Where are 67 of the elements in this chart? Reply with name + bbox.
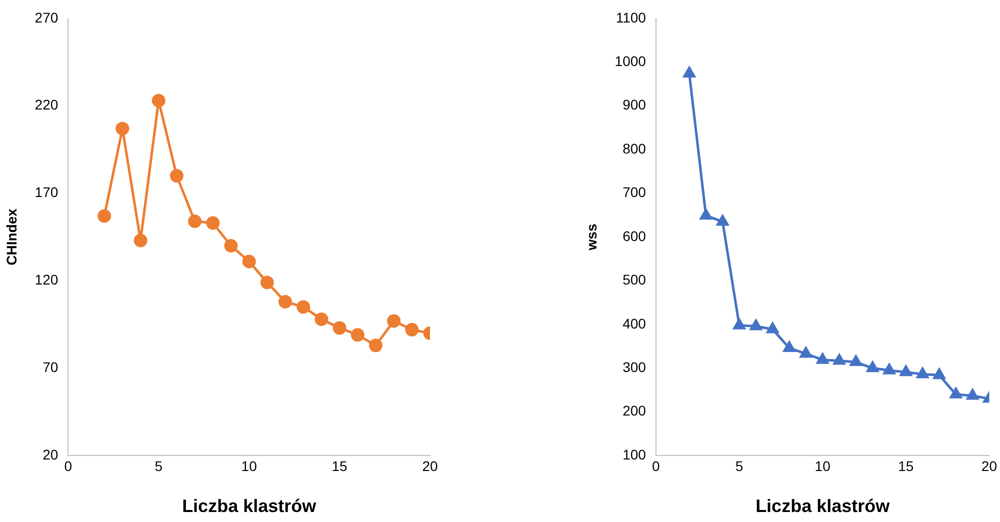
x-axis-title: Liczba klastrów <box>182 496 318 516</box>
y-tick-label: 400 <box>622 315 646 332</box>
point <box>116 122 130 136</box>
point <box>766 322 779 334</box>
point <box>278 294 292 308</box>
point <box>332 321 346 335</box>
x-tick-label: 5 <box>154 458 163 474</box>
y-tick-label: 20 <box>42 446 58 462</box>
point <box>405 322 419 336</box>
point <box>750 319 762 330</box>
point <box>188 214 202 228</box>
point <box>387 314 401 328</box>
y-tick-label: 700 <box>622 184 646 200</box>
point <box>170 169 184 183</box>
y-tick-label: 70 <box>42 359 58 376</box>
point <box>260 276 274 290</box>
point <box>314 312 328 326</box>
point <box>242 254 256 268</box>
y-axis-title: CHIndex <box>3 208 20 266</box>
x-tick-label: 15 <box>898 458 914 474</box>
x-tick-label: 0 <box>652 458 660 474</box>
point <box>206 216 220 230</box>
point <box>866 361 879 372</box>
x-tick-label: 10 <box>814 458 831 474</box>
point <box>224 238 238 252</box>
x-tick-label: 20 <box>422 458 438 474</box>
x-axis-title: Liczba klastrów <box>756 496 891 516</box>
y-tick-label: 800 <box>622 140 646 156</box>
y-tick-label: 220 <box>34 96 58 113</box>
point <box>800 346 812 358</box>
point <box>883 364 896 374</box>
point <box>700 208 712 220</box>
y-tick-label: 600 <box>622 228 646 244</box>
y-axis-title: wss <box>583 224 600 252</box>
point <box>716 214 729 226</box>
point <box>350 328 364 342</box>
point <box>850 355 862 366</box>
point <box>950 388 962 398</box>
point <box>816 353 829 364</box>
point <box>966 388 979 400</box>
point <box>900 365 912 376</box>
point <box>152 94 166 108</box>
x-tick-label: 0 <box>64 458 72 474</box>
point <box>368 338 382 352</box>
y-tick-label: 100 <box>622 446 646 462</box>
y-tick-label: 1000 <box>614 52 646 69</box>
y-tick-label: 200 <box>622 402 646 419</box>
x-tick-label: 20 <box>981 458 998 474</box>
x-tick-label: 10 <box>241 458 258 474</box>
point <box>783 341 796 352</box>
point <box>933 368 946 380</box>
point <box>833 354 846 365</box>
point <box>98 209 112 223</box>
point <box>134 234 148 248</box>
point <box>683 66 696 78</box>
y-tick-label: 900 <box>622 96 646 113</box>
y-tick-label: 170 <box>34 184 58 200</box>
y-tick-label: 120 <box>34 272 58 288</box>
x-tick-label: 5 <box>735 458 744 474</box>
x-tick-label: 15 <box>332 458 348 474</box>
y-tick-label: 1100 <box>616 9 646 26</box>
point <box>916 368 929 378</box>
y-tick-label: 500 <box>622 272 646 288</box>
y-tick-label: 270 <box>34 9 58 26</box>
y-tick-label: 300 <box>622 359 646 376</box>
point <box>733 318 746 330</box>
point <box>296 300 310 314</box>
